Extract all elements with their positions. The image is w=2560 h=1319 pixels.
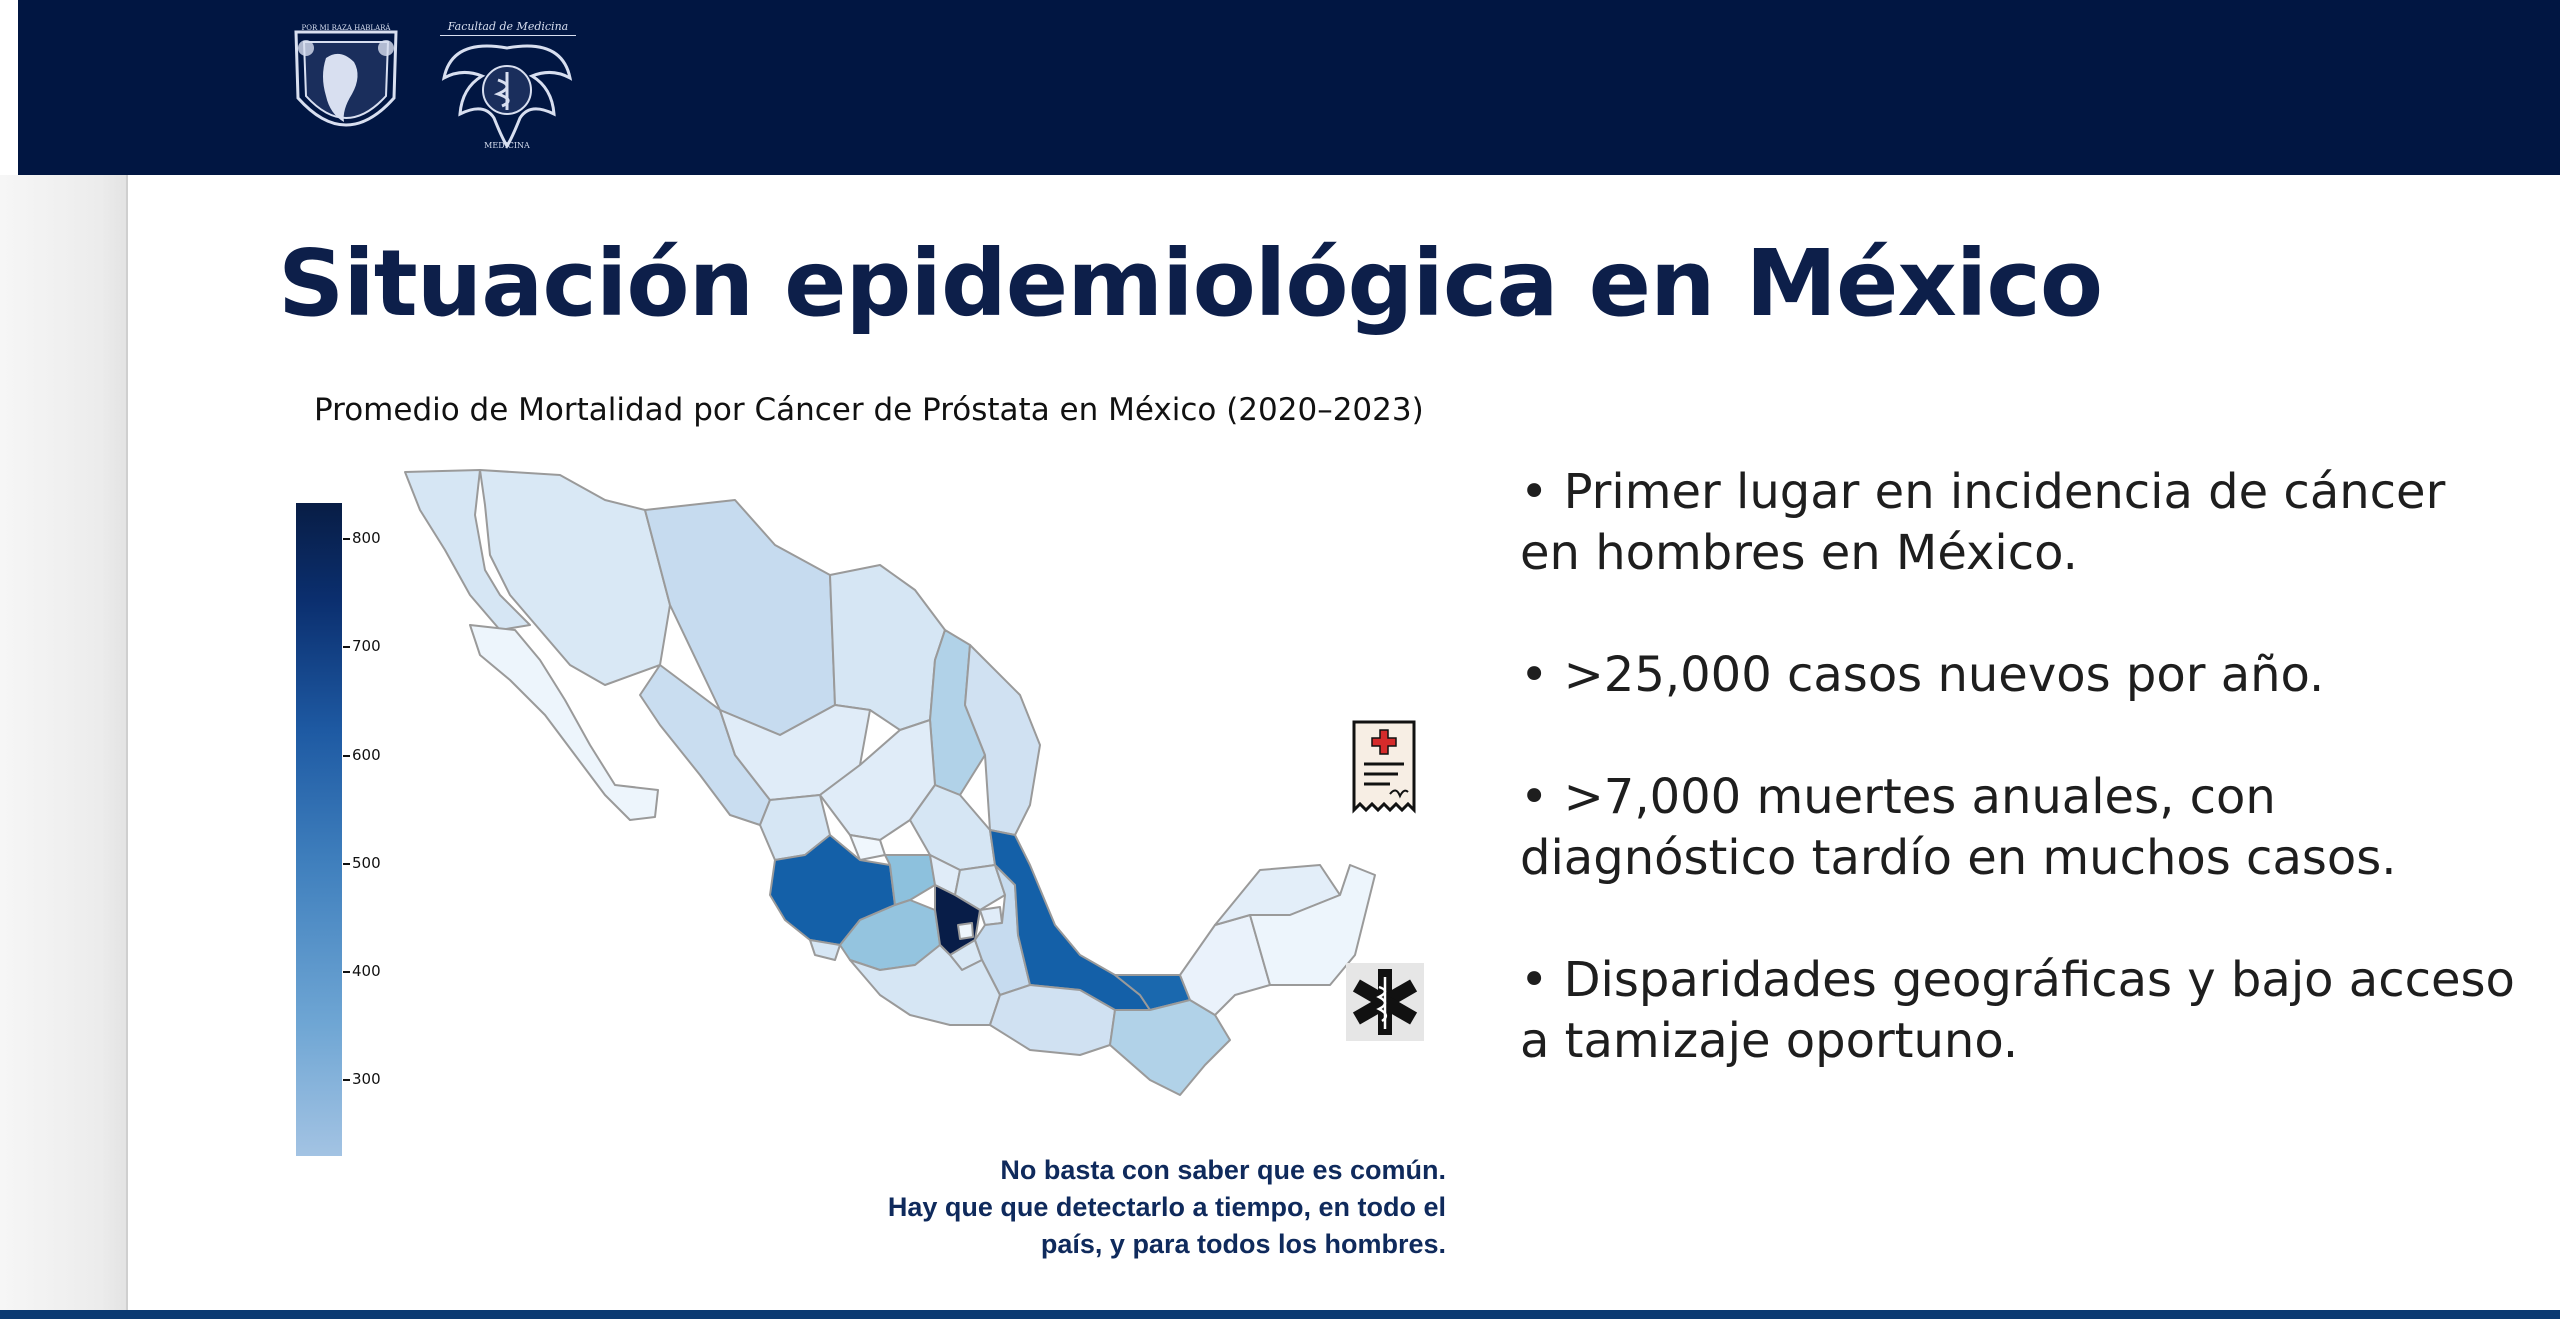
state-baja-california [404, 469, 531, 631]
header-band [18, 0, 2560, 175]
colorbar-tick [343, 646, 350, 648]
colorbar-tick [343, 863, 350, 865]
page-title: Situación epidemiológica en México [278, 230, 2103, 337]
colorbar-label: 800 [352, 529, 381, 547]
state-sonora [479, 469, 671, 686]
unam-logo: POR MI RAZA HABLARÁ [294, 23, 398, 127]
state-tlaxcala [979, 906, 1003, 926]
closing-quote: No basta con saber que es común. Hay que… [760, 1152, 1446, 1263]
state-colima [809, 939, 841, 961]
bullet-item: • Primer lugar en incidencia de cáncer e… [1520, 464, 2446, 581]
colorbar-tick [343, 538, 350, 540]
colorbar-label: 700 [352, 637, 381, 655]
prescription-icon [1352, 720, 1416, 814]
colorbar-label: 600 [352, 746, 381, 764]
mexico-choropleth-map [404, 469, 1376, 1096]
quote-line: Hay que que detectarlo a tiempo, en todo… [887, 1192, 1446, 1222]
colorbar-label: 400 [352, 962, 381, 980]
colorbar-tick [343, 971, 350, 973]
svg-text:POR MI RAZA HABLARÁ: POR MI RAZA HABLARÁ [302, 23, 392, 32]
colorbar [296, 503, 342, 1156]
bullet-item: • Disparidades geográficas y bajo acceso… [1520, 952, 2515, 1069]
state-guerrero [849, 944, 1001, 1026]
quote-line: país, y para todos los hombres. [1040, 1229, 1446, 1259]
bullet-item: • >25,000 casos nuevos por año. [1520, 647, 2325, 703]
map-title: Promedio de Mortalidad por Cáncer de Pró… [314, 392, 1424, 428]
quote-line: No basta con saber que es común. [1000, 1155, 1446, 1185]
svg-text:MEDICINA: MEDICINA [484, 141, 530, 150]
colorbar-label: 500 [352, 854, 381, 872]
left-gutter [0, 175, 128, 1319]
colorbar-tick [343, 1079, 350, 1081]
colorbar-label: 300 [352, 1070, 381, 1088]
state-baja-california-sur [469, 624, 659, 821]
state-cdmx [957, 922, 974, 940]
bullet-item: • >7,000 muertes anuales, con diagnóstic… [1520, 769, 2397, 886]
state-hidalgo [954, 864, 1006, 911]
state-chiapas [1109, 999, 1231, 1096]
fm-logo: MEDICINA [441, 44, 573, 150]
fm-logo-caption: Facultad de Medicina [440, 20, 576, 36]
state-coahuila [829, 564, 946, 731]
bullet-list: • Primer lugar en incidencia de cáncer e… [1520, 462, 2520, 1133]
star-of-life-icon [1346, 963, 1424, 1041]
state-quintana-roo [1249, 864, 1376, 986]
colorbar-tick [343, 755, 350, 757]
footer-band [0, 1310, 2560, 1319]
